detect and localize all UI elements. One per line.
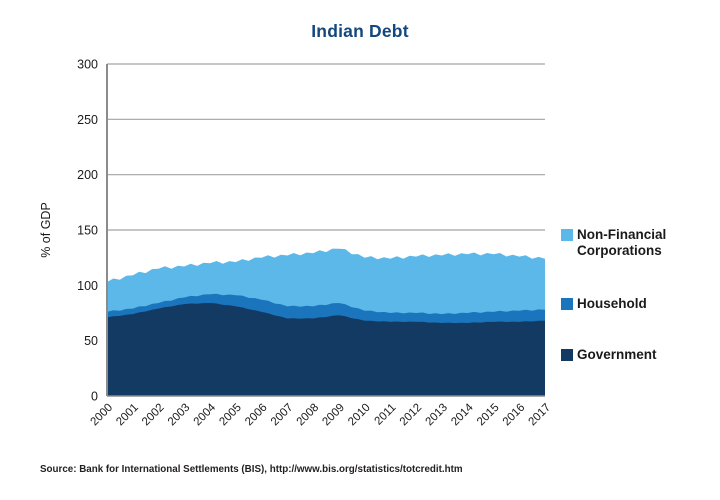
x-tick-label-2008: 2008	[295, 402, 322, 429]
x-tick-label-2003: 2003	[166, 402, 193, 429]
y-tick-label-100: 100	[77, 279, 98, 293]
x-tick-label-2009: 2009	[320, 402, 347, 429]
legend-label-line: Household	[577, 296, 647, 311]
x-tick-label-2010: 2010	[346, 402, 373, 429]
x-tick-label-2012: 2012	[398, 402, 425, 429]
y-tick-label-300: 300	[77, 58, 98, 72]
x-tick-label-2016: 2016	[501, 402, 528, 429]
x-tick-label-2007: 2007	[269, 402, 296, 429]
legend-label-government: Government	[577, 347, 657, 363]
chart-title: Indian Debt	[311, 21, 409, 41]
source-note: Source: Bank for International Settlemen…	[40, 464, 463, 475]
y-axis-title: % of GDP	[39, 202, 53, 258]
legend-item-household: Household	[561, 296, 647, 312]
x-tick-label-2004: 2004	[192, 401, 219, 428]
area-government	[107, 303, 545, 396]
y-tick-label-50: 50	[84, 334, 98, 348]
x-tick-label-2001: 2001	[114, 402, 141, 429]
legend-label-line: Government	[577, 347, 657, 362]
x-tick-label-2002: 2002	[140, 402, 167, 429]
y-tick-label-200: 200	[77, 168, 98, 182]
legend-label-line: Corporations	[577, 243, 662, 258]
legend-label-household: Household	[577, 296, 647, 312]
chart-legend: Non-Financial Corporations Household Gov…	[561, 0, 719, 400]
x-tick-label-2011: 2011	[373, 402, 399, 428]
y-tick-label-150: 150	[77, 224, 98, 238]
x-tick-label-2000: 2000	[89, 402, 116, 429]
legend-swatch-household	[561, 298, 573, 310]
x-tick-label-2005: 2005	[217, 402, 244, 429]
legend-item-government: Government	[561, 347, 657, 363]
y-tick-label-0: 0	[91, 390, 98, 404]
legend-swatch-non-financial-corporations	[561, 229, 573, 241]
y-tick-label-250: 250	[77, 113, 98, 127]
x-tick-label-2014: 2014	[449, 401, 476, 428]
x-tick-label-2015: 2015	[475, 402, 502, 429]
legend-swatch-government	[561, 349, 573, 361]
x-tick-label-2006: 2006	[243, 402, 270, 429]
x-tick-label-2013: 2013	[423, 402, 450, 429]
legend-label-line: Non-Financial	[577, 227, 667, 242]
legend-label-non-financial-corporations: Non-Financial Corporations	[577, 227, 666, 259]
x-tick-label-2017: 2017	[527, 402, 554, 429]
legend-item-non-financial-corporations: Non-Financial Corporations	[561, 227, 666, 259]
